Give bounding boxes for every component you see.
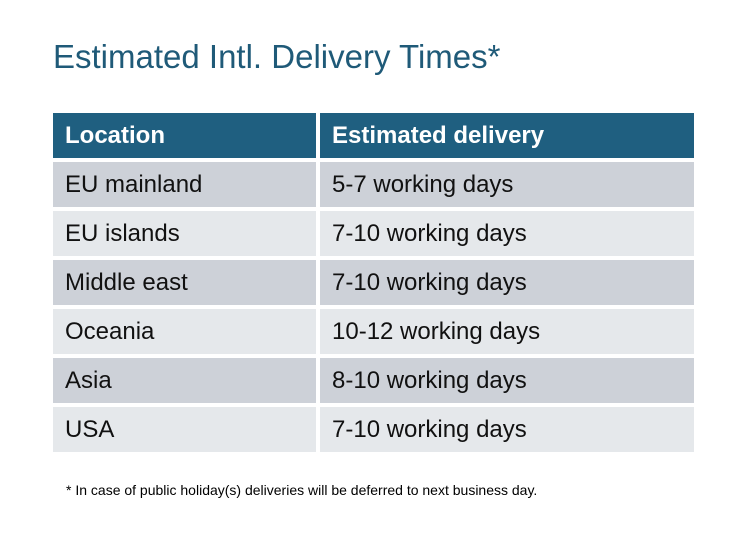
location-cell: Oceania <box>53 309 320 358</box>
delivery-cell: 8-10 working days <box>320 358 694 407</box>
header-estimated-delivery: Estimated delivery <box>320 113 694 162</box>
delivery-cell: 10-12 working days <box>320 309 694 358</box>
table-row: Oceania 10-12 working days <box>53 309 694 358</box>
table-row: Middle east 7-10 working days <box>53 260 694 309</box>
location-cell: Asia <box>53 358 320 407</box>
footnote: * In case of public holiday(s) deliverie… <box>66 482 538 498</box>
delivery-cell: 7-10 working days <box>320 260 694 309</box>
delivery-cell: 7-10 working days <box>320 211 694 260</box>
delivery-table: Location Estimated delivery EU mainland 5… <box>53 113 694 456</box>
location-cell: USA <box>53 407 320 456</box>
table-header-row: Location Estimated delivery <box>53 113 694 162</box>
delivery-cell: 5-7 working days <box>320 162 694 211</box>
location-cell: Middle east <box>53 260 320 309</box>
header-location: Location <box>53 113 320 162</box>
table-row: USA 7-10 working days <box>53 407 694 456</box>
delivery-cell: 7-10 working days <box>320 407 694 456</box>
location-cell: EU mainland <box>53 162 320 211</box>
table-row: EU islands 7-10 working days <box>53 211 694 260</box>
location-cell: EU islands <box>53 211 320 260</box>
table-row: EU mainland 5-7 working days <box>53 162 694 211</box>
page-title: Estimated Intl. Delivery Times* <box>53 38 501 75</box>
table-row: Asia 8-10 working days <box>53 358 694 407</box>
